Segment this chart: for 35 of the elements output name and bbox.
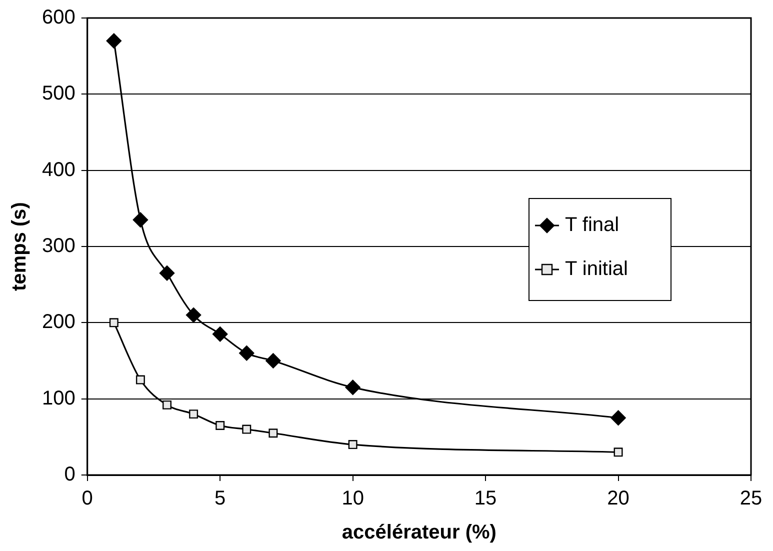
point bbox=[159, 266, 175, 281]
x-tick-label: 0 bbox=[82, 488, 93, 510]
legend-label: T final bbox=[565, 214, 620, 236]
point bbox=[186, 307, 202, 323]
y-axis-title: temps (s) bbox=[8, 202, 31, 291]
x-tick-label: 20 bbox=[607, 488, 630, 510]
y-tick-label: 600 bbox=[42, 6, 76, 29]
point bbox=[106, 33, 122, 48]
x-axis-title: accélérateur (%) bbox=[342, 522, 496, 544]
point bbox=[136, 375, 145, 384]
y-tick-label: 300 bbox=[42, 235, 76, 258]
point bbox=[610, 410, 626, 426]
x-tick-label: 25 bbox=[740, 488, 762, 510]
point bbox=[132, 212, 148, 228]
point bbox=[242, 424, 252, 434]
legend-label: T initial bbox=[565, 258, 628, 280]
y-tick-label: 500 bbox=[42, 82, 76, 105]
y-tick-label: 100 bbox=[42, 387, 76, 410]
y-tick-label: 400 bbox=[42, 158, 76, 181]
point bbox=[614, 448, 623, 457]
y-tick-label: 0 bbox=[64, 464, 76, 486]
point bbox=[216, 421, 225, 430]
point bbox=[212, 326, 228, 342]
x-tick-label: 15 bbox=[474, 488, 497, 510]
x-tick-label: 10 bbox=[342, 488, 364, 510]
point bbox=[109, 318, 118, 328]
point bbox=[348, 440, 358, 450]
y-tick-label: 200 bbox=[42, 311, 76, 334]
point bbox=[268, 428, 278, 438]
point bbox=[162, 400, 172, 410]
point bbox=[239, 346, 254, 361]
point bbox=[189, 410, 198, 419]
point bbox=[266, 353, 281, 368]
point bbox=[345, 380, 360, 396]
x-tick-label: 5 bbox=[214, 488, 226, 510]
